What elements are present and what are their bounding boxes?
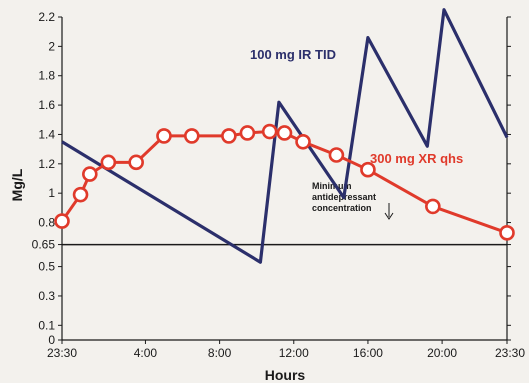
data-point-xr — [221, 128, 237, 144]
y-tick-label: 1 — [48, 186, 55, 200]
y-tick-label: 1.8 — [38, 69, 55, 83]
y-tick-label: 0.65 — [32, 238, 56, 252]
data-point-xr — [100, 154, 117, 171]
x-axis-title: Hours — [265, 367, 306, 383]
data-point-xr — [156, 128, 172, 144]
series-label-ir: 100 mg IR TID — [250, 47, 336, 62]
series-group — [54, 8, 515, 264]
threshold-annotation-line: concentration — [312, 203, 372, 213]
series-line-ir — [61, 8, 509, 264]
y-tick-label: 2 — [48, 39, 55, 53]
y-tick-label: 1.6 — [38, 98, 55, 112]
data-point-xr — [295, 133, 311, 150]
y-tick-label: 0 — [48, 333, 55, 347]
y-tick-label: 2.2 — [38, 10, 55, 24]
y-tick-label: 1.4 — [38, 127, 55, 141]
x-tick-label: 12:00 — [279, 346, 309, 360]
y-tick-label: 0.8 — [38, 216, 55, 230]
data-point-xr — [499, 225, 515, 241]
data-point-xr — [425, 198, 441, 215]
data-point-xr — [276, 125, 293, 141]
axes: 00.1 0.3 0.5 0.65 0.8 1 1.2 1.4 1.6 1.8 2 2.2 23:30 4… — [32, 10, 526, 360]
data-point-xr — [183, 128, 200, 144]
data-point-xr — [239, 125, 256, 141]
x-tick-label: 8:00 — [208, 346, 232, 360]
y-tick-label: 0.3 — [38, 289, 55, 303]
data-point-xr — [128, 154, 144, 171]
x-tick-label: 23:30 — [495, 346, 525, 360]
y-axis-title: Mg/L — [9, 168, 25, 201]
threshold-line-group: Minimum antidepressant concentration — [62, 181, 507, 246]
labels: Mg/L Hours 100 mg IR TID 300 mg XR qhs — [9, 47, 463, 383]
data-point-xr — [261, 123, 278, 140]
data-point-xr — [360, 161, 376, 178]
threshold-arrow-head — [384, 212, 394, 220]
data-point-xr — [54, 213, 70, 229]
y-tick-label: 0.5 — [38, 260, 55, 274]
x-tick-label: 4:00 — [134, 346, 158, 360]
data-point-xr — [82, 166, 98, 182]
series-label-xr: 300 mg XR qhs — [370, 151, 463, 166]
data-point-xr — [72, 186, 89, 203]
x-tick-label: 23:30 — [47, 346, 77, 360]
threshold-annotation-line: Minimum — [312, 181, 352, 191]
data-point-xr — [328, 147, 345, 163]
y-tick-label: 0.1 — [38, 318, 55, 332]
series-line-xr — [60, 130, 508, 235]
x-tick-label: 20:00 — [427, 346, 457, 360]
x-tick-label: 16:00 — [353, 346, 383, 360]
y-tick-label: 1.2 — [38, 157, 55, 171]
